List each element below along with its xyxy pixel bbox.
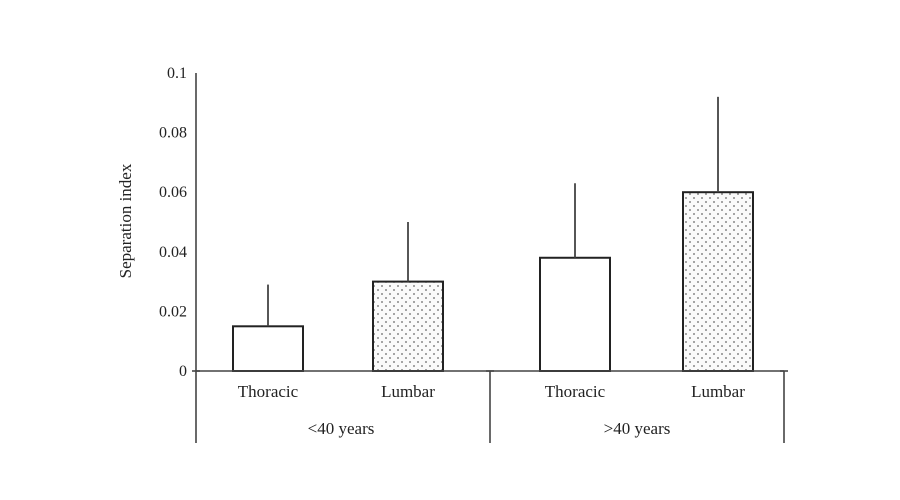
bar [232, 325, 304, 372]
bar [682, 191, 754, 372]
bars [232, 191, 754, 373]
category-label: Thoracic [545, 382, 606, 401]
group-labels: <40 years >40 years [308, 419, 671, 438]
y-tick-label: 0 [179, 363, 187, 380]
y-tick-label: 0.08 [159, 125, 187, 142]
group-label: >40 years [604, 419, 671, 438]
y-axis-title: Separation index [116, 163, 135, 278]
bar [539, 256, 611, 373]
category-label: Thoracic [238, 382, 299, 401]
group-label: <40 years [308, 419, 375, 438]
y-tick-label: 0.04 [159, 244, 187, 261]
y-axis-ticks: 0 0.02 0.04 0.06 0.08 0.1 [159, 65, 187, 380]
error-bars [267, 96, 719, 327]
category-labels: Thoracic Lumbar Thoracic Lumbar [238, 382, 745, 401]
bar [372, 280, 444, 373]
y-tick-label: 0.1 [167, 65, 187, 82]
axes [192, 73, 788, 443]
category-label: Lumbar [691, 382, 745, 401]
category-label: Lumbar [381, 382, 435, 401]
y-tick-label: 0.02 [159, 303, 187, 320]
y-tick-label: 0.06 [159, 184, 187, 201]
